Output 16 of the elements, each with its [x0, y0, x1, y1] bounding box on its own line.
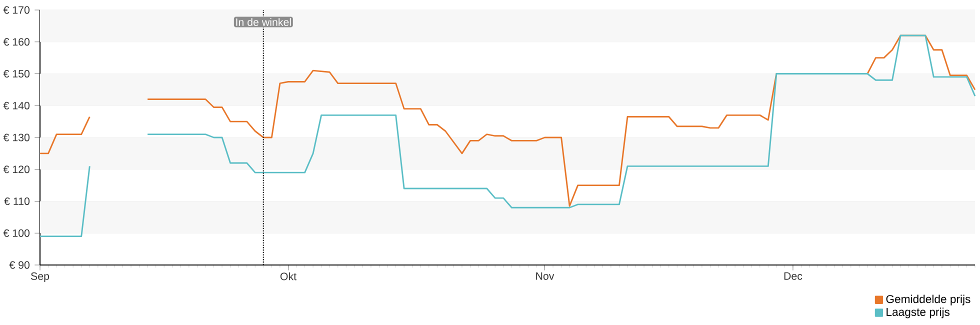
y-tick-label: € 170 — [3, 6, 30, 14]
y-tick-label: € 130 — [3, 134, 30, 142]
y-tick-label: € 110 — [4, 197, 30, 206]
y-tick-label: € 90 — [9, 261, 30, 269]
y-tick-label: € 160 — [3, 38, 30, 46]
y-tick-label: € 120 — [3, 166, 30, 174]
y-tick-label: € 150 — [3, 70, 30, 78]
ref-line-label: In de winkel — [236, 18, 291, 26]
y-tick-label: € 140 — [3, 102, 30, 110]
y-tick-label: € 100 — [3, 229, 30, 237]
x-tick-label: Sep — [30, 272, 50, 282]
x-tick-label: Dec — [784, 272, 802, 280]
legend-label: Laagste prijs — [886, 308, 950, 318]
legend-label: Gemiddelde prijs — [886, 294, 970, 306]
x-tick-label: Nov — [536, 272, 554, 280]
x-tick-label: Okt — [280, 272, 296, 280]
